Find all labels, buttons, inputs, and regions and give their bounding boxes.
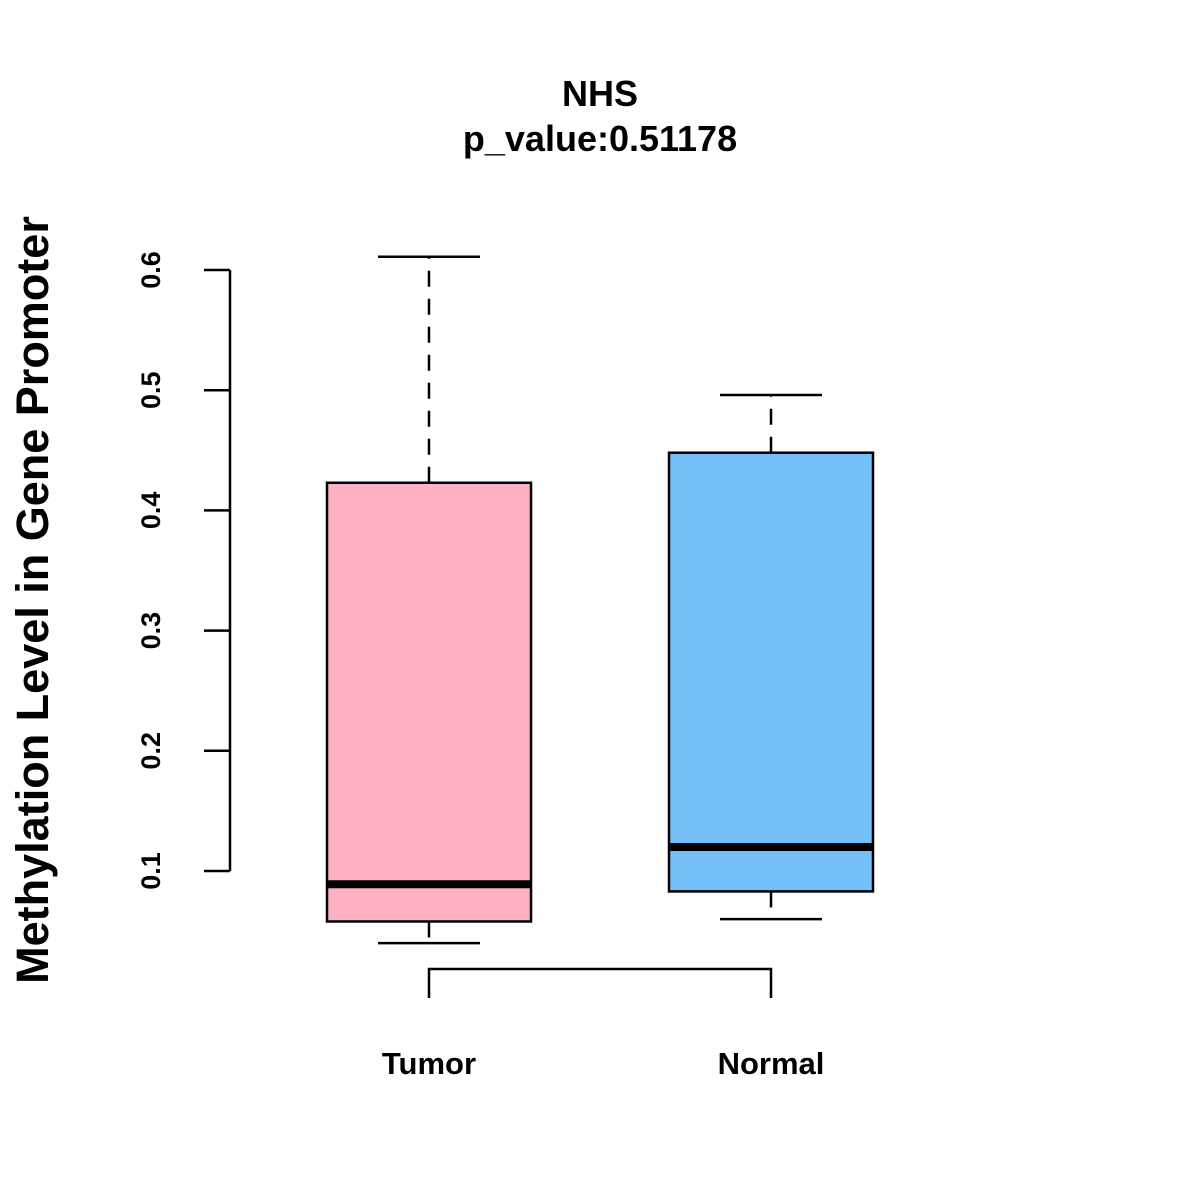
chart-subtitle: p_value:0.51178 — [463, 118, 737, 159]
x-axis-labels: Tumor Normal — [382, 1046, 824, 1081]
y-tick-label: 0.1 — [136, 852, 166, 890]
x-tick-label-normal: Normal — [718, 1046, 825, 1081]
boxes — [325, 255, 875, 945]
y-tick-label: 0.5 — [136, 371, 166, 409]
y-tick-label: 0.6 — [136, 251, 166, 289]
y-axis: 0.1 0.2 0.3 0.4 0.5 0.6 — [136, 251, 232, 890]
y-axis-label: Methylation Level in Gene Promoter — [7, 216, 58, 984]
y-tick-label: 0.2 — [136, 732, 166, 770]
chart-title: NHS — [562, 73, 638, 114]
box-tumor — [325, 255, 533, 945]
box-iqr — [325, 481, 533, 923]
box-normal — [667, 393, 875, 921]
box-iqr — [667, 451, 875, 893]
comparison-bracket — [427, 967, 773, 998]
x-tick-label-tumor: Tumor — [382, 1046, 476, 1081]
y-tick-label: 0.3 — [136, 612, 166, 650]
y-tick-label: 0.4 — [136, 492, 166, 530]
bracket-line — [427, 967, 773, 998]
